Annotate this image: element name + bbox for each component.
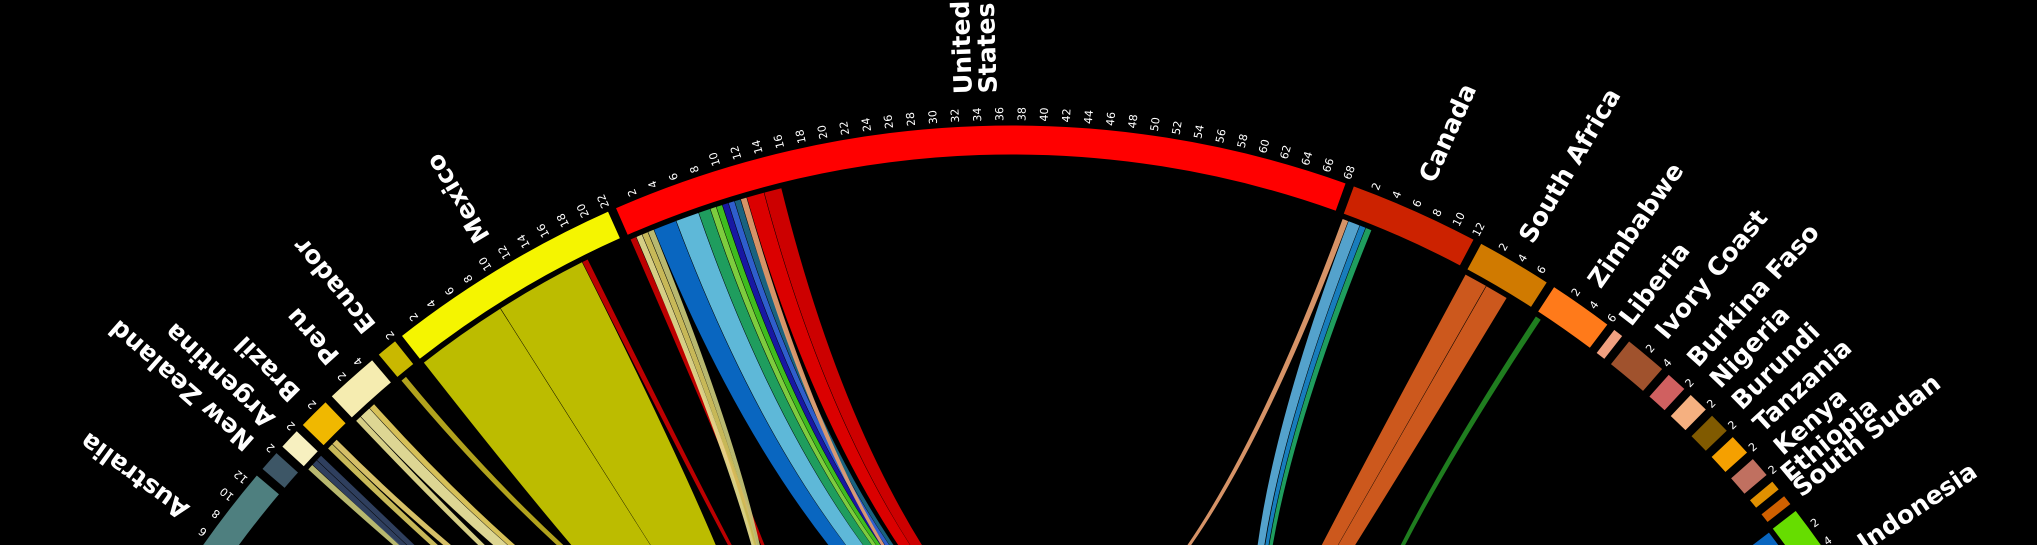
tick-united-states-52: 52 [1170,120,1185,136]
arc-argentina [280,429,320,468]
arc-mexico [400,210,622,361]
arc-kenya [1729,457,1769,496]
tick-united-states-62: 62 [1278,144,1294,161]
tick-united-states-20: 20 [815,124,830,140]
tick-united-states-32: 32 [948,108,962,123]
tick-united-states-44: 44 [1082,109,1096,124]
ribbon-us-indonesia-10 [722,203,885,545]
ribbon-brazil-indonesia-23 [332,439,452,545]
ribbon-argentina-argentina-24 [312,455,415,545]
ribbons-layer [308,188,1779,545]
tick-united-states-18: 18 [793,128,809,144]
ribbon-ecuador-indonesia-25 [401,376,564,545]
arc-canada [1342,185,1475,267]
tick-united-states-68: 68 [1341,164,1358,182]
tick-united-states-64: 64 [1299,150,1316,167]
tick-united-states-36: 36 [993,107,1006,121]
arc-united-states [614,124,1347,237]
tick-mexico-12: 12 [495,243,513,262]
ribbon-peru-indonesia-22 [369,404,516,545]
tick-united-states-30: 30 [926,110,940,125]
arc-burundi [1690,414,1729,453]
ribbon-mexico-mexico-0 [423,262,716,545]
tick-united-states-58: 58 [1235,133,1251,150]
tick-united-states-42: 42 [1060,108,1074,123]
tick-united-states-28: 28 [904,112,918,127]
tick-mexico-10: 10 [476,254,494,273]
tick-united-states-56: 56 [1213,128,1229,144]
tick-canada-2: 2 [1369,181,1384,192]
arc-australia [202,474,281,545]
tick-canada-12: 12 [1470,220,1488,238]
ribbon-us-indonesia-8 [710,207,877,545]
ribbon-peru-indonesia-21 [360,408,508,545]
arc-brazil [301,400,348,447]
arc-ethiopia [1748,480,1781,510]
ribbon-zimbabwe-indonesia-20 [1400,316,1541,545]
tick-united-states-66: 66 [1320,157,1337,174]
tick-united-states-8: 8 [687,164,702,175]
arc-new-zealand [261,451,300,490]
tick-united-states-4: 4 [646,179,661,190]
arc-zimbabwe [1536,285,1609,350]
tick-mexico-22: 22 [595,192,613,210]
ribbon-canada-indonesia-16 [1257,221,1360,545]
ribbon-us-indonesia-11 [728,201,890,545]
tick-united-states-26: 26 [881,114,896,129]
tick-united-states-22: 22 [837,120,852,136]
tick-united-states-46: 46 [1104,111,1118,126]
tick-united-states-14: 14 [750,138,766,155]
tick-united-states-2: 2 [625,187,640,198]
tick-united-states-50: 50 [1148,116,1163,132]
label-united-states-line-1: States [971,2,1003,94]
arc-indonesia [1771,509,1823,545]
tick-australia-4: 4 [184,542,197,545]
tick-canada-4: 4 [1390,189,1405,200]
tick-united-states-40: 40 [1038,107,1051,121]
tick-united-states-38: 38 [1016,107,1029,121]
ribbon-us-indonesia-14 [746,192,911,545]
arc-south-africa [1466,242,1549,309]
tick-united-states-10: 10 [707,151,724,168]
tick-mexico-14: 14 [515,232,533,251]
ribbon-us-indonesia-9 [716,205,881,545]
tick-united-states-48: 48 [1126,114,1141,129]
tick-united-states-34: 34 [971,107,984,121]
tick-canada-6: 6 [1410,198,1425,210]
ribbon-us-indonesia-7 [698,209,872,545]
arc-ecuador [377,339,415,379]
tick-united-states-60: 60 [1256,138,1272,155]
arc-tanzania [1710,435,1749,474]
tick-united-states-54: 54 [1191,124,1206,140]
tick-mexico-18: 18 [554,211,572,229]
arc-ivory-coast [1609,340,1664,393]
arc-burkina-faso [1648,373,1686,412]
tick-united-states-24: 24 [859,117,874,133]
tick-united-states-12: 12 [728,144,744,161]
arc-peru [330,358,393,419]
arc-south-sudan [1760,494,1792,524]
label-united-states: UnitedStates [946,0,1003,95]
tick-canada-8: 8 [1430,207,1445,219]
ribbon-us-indonesia-12 [734,199,894,545]
tick-mexico-20: 20 [574,201,592,219]
ticks-layer: 2468101222224224681012141618202224681012… [184,107,1835,545]
ribbon-us-indonesia-15 [764,188,923,545]
tick-united-states-6: 6 [666,171,681,182]
arc-liberia [1595,328,1624,361]
arc-nigeria [1669,393,1708,432]
label-united-states-line-0: United [946,0,978,94]
ribbon-southafrica-southafrica-19 [1321,274,1507,545]
tick-canada-10: 10 [1450,210,1468,228]
ribbon-us-indonesia-6 [676,212,864,545]
tick-indonesia-4: 4 [1821,534,1834,545]
arcs-layer [202,124,1823,545]
tick-united-states-16: 16 [771,133,787,150]
tick-mexico-16: 16 [534,221,552,239]
